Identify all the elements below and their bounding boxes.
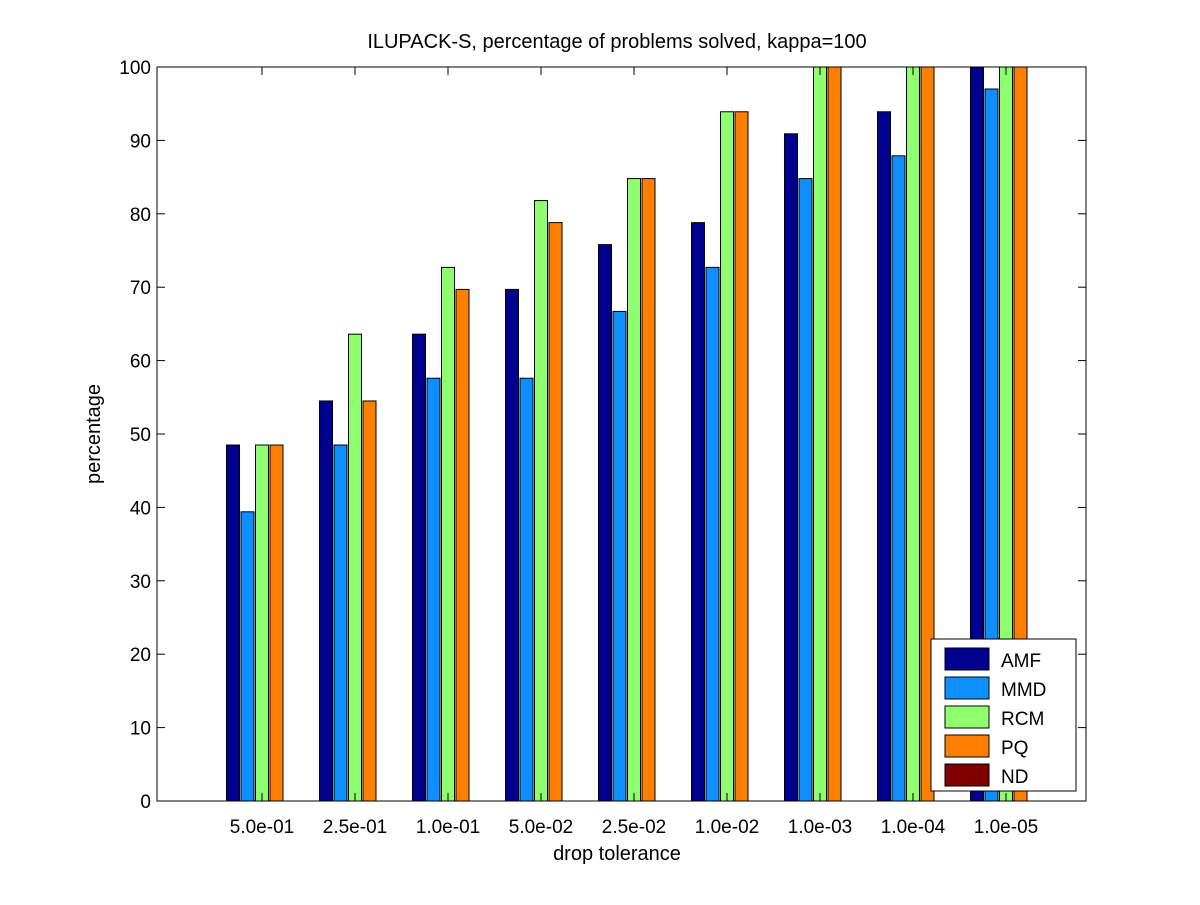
bar-amf-1	[319, 400, 333, 802]
legend-swatch-mmd	[944, 676, 990, 700]
legend-swatch-pq	[944, 734, 990, 758]
bar-rcm-5	[720, 111, 734, 802]
bar-pq-5	[734, 111, 749, 802]
x-tick-label: 5.0e-01	[230, 817, 294, 838]
bar-pq-0	[269, 444, 284, 802]
y-tick-label: 50	[130, 425, 151, 446]
bar-amf-7	[877, 111, 891, 802]
y-tick-label: 30	[130, 572, 151, 593]
y-tick-label: 70	[130, 278, 151, 299]
y-tick-label: 0	[140, 792, 151, 813]
x-axis-label: drop tolerance	[553, 843, 681, 865]
bar-amf-6	[784, 133, 798, 802]
y-tick-label: 60	[130, 352, 151, 373]
bar-rcm-2	[441, 266, 455, 802]
bars-layer	[226, 66, 1028, 802]
bar-mmd-1	[333, 444, 348, 802]
x-tick-label: 1.0e-01	[416, 817, 480, 838]
bar-pq-4	[641, 178, 656, 802]
chart-title: ILUPACK-S, percentage of problems solved…	[367, 31, 866, 53]
bar-mmd-7	[891, 155, 906, 802]
legend: AMF MMD RCM PQ ND	[930, 638, 1077, 792]
bar-pq-1	[362, 400, 377, 802]
y-axis-label: percentage	[83, 384, 105, 484]
legend-label-pq: PQ	[1001, 738, 1028, 759]
bar-mmd-6	[798, 178, 813, 802]
x-tick-label: 1.0e-03	[788, 817, 852, 838]
bar-amf-4	[598, 244, 612, 802]
bar-rcm-0	[255, 444, 269, 802]
x-tick-label: 2.5e-01	[323, 817, 387, 838]
legend-label-amf: AMF	[1001, 651, 1041, 672]
y-tick-label: 10	[130, 719, 151, 740]
bar-amf-3	[505, 288, 519, 802]
legend-swatch-amf	[944, 647, 990, 671]
bar-pq-6	[827, 66, 842, 802]
x-axis: 5.0e-01 2.5e-01 1.0e-01 5.0e-02 2.5e-02 1.0e-…	[230, 67, 1038, 838]
bar-mmd-2	[426, 377, 441, 802]
bar-rcm-7	[906, 66, 920, 802]
bar-rcm-3	[534, 200, 548, 802]
x-tick-label: 1.0e-02	[695, 817, 759, 838]
y-tick-label: 80	[130, 205, 151, 226]
x-tick-label: 1.0e-04	[881, 817, 946, 838]
bar-amf-0	[226, 444, 240, 802]
bar-mmd-0	[240, 511, 255, 802]
bar-amf-2	[412, 333, 426, 802]
bar-mmd-4	[612, 310, 627, 802]
y-tick-label: 90	[130, 131, 151, 152]
y-axis: 0 10 20 30 40 50 60 70 80 90 100	[119, 58, 1086, 813]
bar-mmd-3	[519, 377, 534, 802]
legend-swatch-rcm	[944, 705, 990, 729]
bar-pq-2	[455, 288, 470, 802]
legend-swatch-nd	[944, 763, 990, 787]
bar-rcm-1	[348, 333, 362, 802]
bar-rcm-4	[627, 178, 641, 802]
x-tick-label: 2.5e-02	[602, 817, 666, 838]
bar-rcm-6	[813, 66, 827, 802]
x-tick-label: 5.0e-02	[509, 817, 573, 838]
y-tick-label: 40	[130, 498, 151, 519]
legend-label-nd: ND	[1001, 767, 1028, 788]
bar-pq-3	[548, 222, 563, 802]
y-tick-label: 100	[119, 58, 151, 79]
legend-label-rcm: RCM	[1001, 709, 1044, 730]
legend-label-mmd: MMD	[1001, 680, 1046, 701]
bar-amf-5	[691, 222, 705, 802]
y-tick-label: 20	[130, 645, 151, 666]
x-tick-label: 1.0e-05	[974, 817, 1038, 838]
bar-mmd-5	[705, 266, 720, 802]
